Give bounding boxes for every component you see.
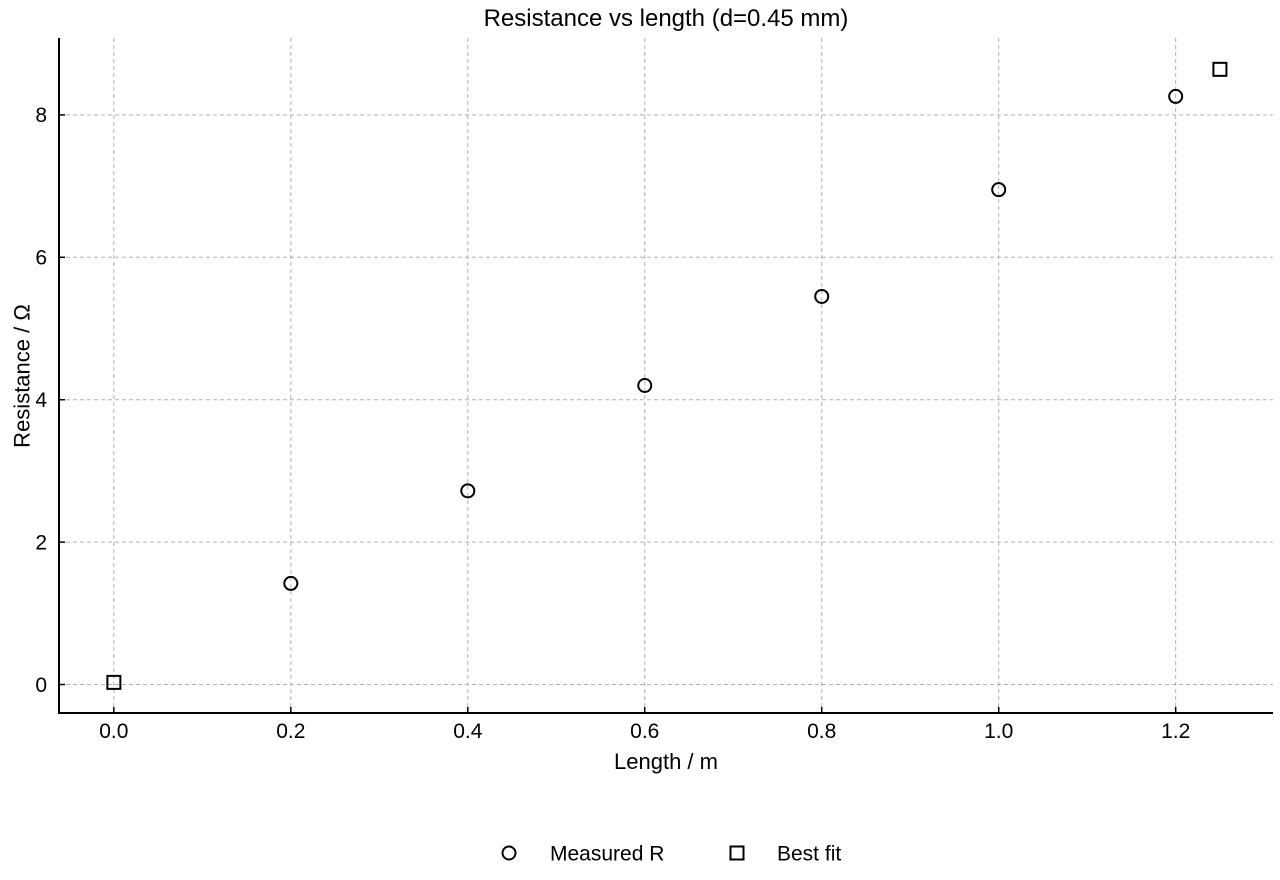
legend-label: Measured R xyxy=(550,842,664,865)
y-tick-label: 6 xyxy=(35,247,47,270)
y-tick-label: 8 xyxy=(35,104,47,127)
measured-r-point xyxy=(991,182,1007,198)
legend-marker-circle xyxy=(501,845,517,861)
x-tick-label: 0.6 xyxy=(630,720,659,743)
measured-r-point xyxy=(460,483,476,499)
y-tick-label: 2 xyxy=(35,531,47,554)
x-tick-label: 0.0 xyxy=(99,720,128,743)
x-tick-label: 1.0 xyxy=(984,720,1013,743)
data-points xyxy=(106,61,1228,690)
measured-r-point xyxy=(1168,88,1184,104)
legend: Measured R Best fit xyxy=(501,842,841,865)
measured-r-point xyxy=(814,288,830,304)
axes xyxy=(58,38,1273,714)
best-fit-point xyxy=(1212,61,1228,77)
best-fit-point xyxy=(106,674,122,690)
y-tick-label: 4 xyxy=(35,389,47,412)
measured-r-point xyxy=(637,377,653,393)
x-tick-label: 0.4 xyxy=(453,720,483,743)
y-tick-label: 0 xyxy=(35,674,47,697)
legend-marker-square xyxy=(729,845,745,861)
y-axis-label: Resistance / Ω xyxy=(10,304,35,448)
x-tick-label: 0.2 xyxy=(276,720,305,743)
legend-label: Best fit xyxy=(777,842,841,865)
x-tick-label: 1.2 xyxy=(1161,720,1190,743)
x-axis-label: Length / m xyxy=(614,749,718,774)
measured-r-point xyxy=(283,575,299,591)
grid xyxy=(59,38,1273,713)
x-tick-label: 0.8 xyxy=(807,720,836,743)
ticks: 0.0 0.2 0.4 0.6 0.8 1.0 1.2 0 2 4 6 8 xyxy=(35,104,1190,743)
chart-title: Resistance vs length (d=0.45 mm) xyxy=(484,5,849,32)
